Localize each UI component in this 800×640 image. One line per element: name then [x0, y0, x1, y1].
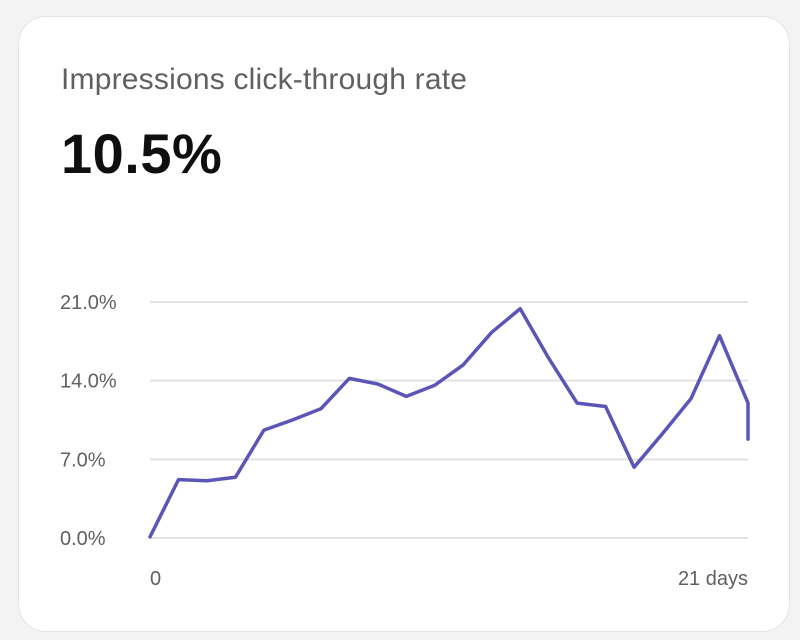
x-tick-label: 0: [150, 568, 161, 590]
metric-value: 10.5%: [61, 122, 223, 185]
series-line-0: [148, 306, 750, 539]
y-tick-label: 0.0%: [60, 528, 106, 550]
ctr-card[interactable]: Impressions click-through rate 10.5%: [18, 16, 790, 632]
x-axis-labels: 0 21 days: [150, 568, 748, 590]
y-tick-label: 14.0%: [60, 371, 117, 393]
y-axis-labels: 0.0% 7.0% 14.0% 21.0%: [60, 292, 117, 550]
x-tick-label: 21 days: [678, 568, 748, 590]
metric-title: Impressions click-through rate: [61, 63, 468, 96]
y-tick-label: 21.0%: [60, 292, 117, 314]
gridlines: [150, 301, 748, 539]
series-layer: [148, 306, 750, 539]
y-tick-label: 7.0%: [60, 449, 106, 471]
